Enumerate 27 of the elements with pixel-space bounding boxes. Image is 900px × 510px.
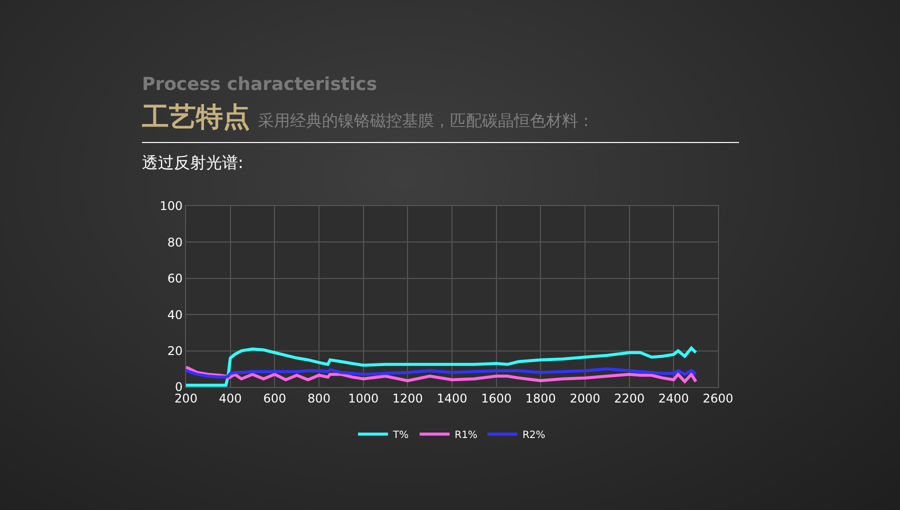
x-tick-label: 2400 <box>658 391 689 406</box>
chart-title: 工艺特点 <box>142 102 250 133</box>
line-series <box>186 366 698 384</box>
x-tick-label: 2200 <box>614 391 645 406</box>
text: 透过反射光谱: <box>142 153 244 174</box>
legend-label: R2% <box>522 430 546 441</box>
x-tick-label: 2600 <box>702 391 734 406</box>
x-tick-label: 1600 <box>481 391 512 406</box>
y-tick-label: 100 <box>160 199 183 214</box>
y-tick-label: 60 <box>167 272 183 286</box>
x-tick-label: 600 <box>263 391 286 406</box>
x-tick-label: 1000 <box>348 391 379 406</box>
chart-subtitle: 采用经典的镍铬磁控基膜，匹配碳晶恒色材料： <box>258 111 594 130</box>
y-tick-label: 20 <box>167 344 183 358</box>
x-tick-label: 400 <box>218 391 242 406</box>
y-tick-label: 40 <box>167 308 183 322</box>
x-tick-label: 800 <box>308 391 330 406</box>
text: Process characteristics <box>142 74 378 95</box>
x-tick-label: 2000 <box>570 391 600 406</box>
legend-label: R1% <box>454 430 478 441</box>
legend-label: T% <box>392 430 409 441</box>
line-series <box>186 346 698 387</box>
x-tick-label: 1200 <box>392 391 423 406</box>
line-series <box>186 367 698 379</box>
x-tick-label: 1400 <box>436 391 468 406</box>
y-tick-label: 80 <box>167 235 183 250</box>
x-tick-label: 1800 <box>525 391 556 406</box>
